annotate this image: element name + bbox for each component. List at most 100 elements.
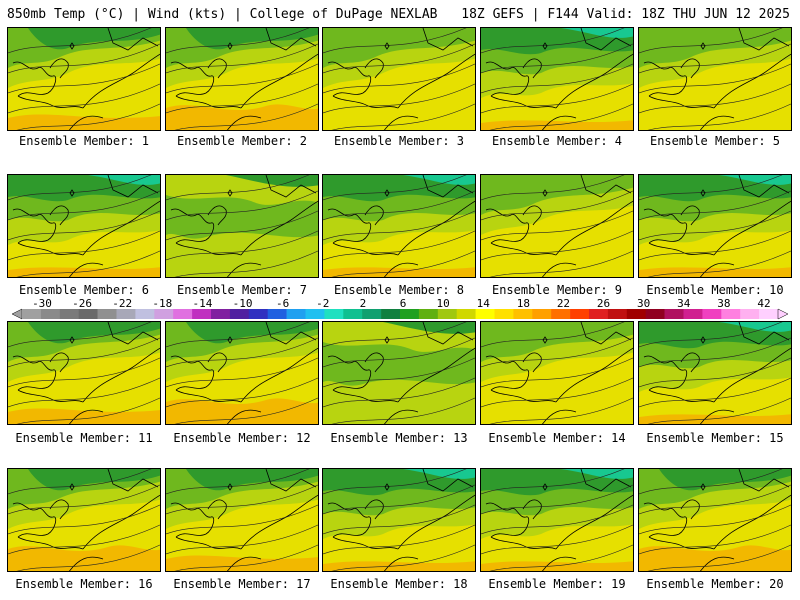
ensemble-member-label: Ensemble Member: 6 — [18, 283, 150, 297]
ensemble-member-map — [165, 27, 319, 131]
colorbar-swatch — [97, 309, 117, 319]
wind-contour — [8, 524, 160, 555]
coastline-outline — [364, 205, 384, 226]
coastline-outline — [580, 469, 632, 492]
temperature-field — [639, 175, 791, 277]
coastline-outline — [700, 556, 735, 571]
colorbar-tick-label: 26 — [596, 297, 611, 310]
coastline-outline — [364, 499, 384, 520]
coastline-outline — [738, 469, 790, 492]
wind-contour — [489, 397, 633, 424]
coastline-outline — [69, 409, 104, 424]
station-marker-icon — [542, 336, 548, 344]
wind-contour — [647, 250, 791, 277]
ensemble-member-map — [7, 321, 161, 425]
ensemble-member-map — [7, 468, 161, 572]
temperature-fill-region — [561, 469, 633, 479]
temperature-field — [323, 322, 475, 424]
coastline-outline — [227, 115, 262, 130]
coastline-outline — [700, 262, 735, 277]
temperature-field — [481, 175, 633, 277]
coastline-outline — [12, 208, 57, 244]
ensemble-member-label: Ensemble Member: 7 — [176, 283, 308, 297]
wind-contour — [639, 469, 783, 495]
colorbar-swatch — [267, 309, 287, 319]
coastline-outline — [555, 347, 633, 403]
wind-contour — [481, 484, 633, 515]
ensemble-member-label: Ensemble Member: 19 — [488, 577, 626, 591]
ensemble-member-map — [322, 321, 476, 425]
temperature-field — [323, 28, 475, 130]
wind-contour — [647, 397, 791, 424]
station-marker-icon — [700, 483, 706, 491]
colorbar-swatch — [78, 309, 98, 319]
coastline-outline — [227, 556, 262, 571]
temperature-field — [166, 469, 318, 571]
coastline-outline — [240, 53, 318, 109]
colorbar-swatch — [589, 309, 609, 319]
coastline-outline — [49, 58, 69, 79]
colorbar-tick-label: 2 — [359, 297, 367, 310]
ensemble-member-map — [322, 27, 476, 131]
wind-contour — [481, 230, 633, 261]
coastline-outline — [364, 352, 384, 373]
coastline-outline — [207, 499, 227, 520]
wind-contour — [8, 190, 160, 221]
coastline-outline — [49, 205, 69, 226]
temperature-field — [323, 175, 475, 277]
wind-contour — [489, 103, 633, 130]
wind-contour — [8, 28, 152, 54]
wind-contour — [489, 544, 633, 571]
coastline-outline — [485, 61, 530, 97]
coastline-outline — [522, 352, 542, 373]
ensemble-member-map — [7, 174, 161, 278]
temperature-field — [481, 469, 633, 571]
coastline-outline — [580, 322, 632, 345]
wind-contour — [16, 250, 160, 277]
coastline-outline — [643, 355, 688, 391]
coastline-outline — [327, 208, 372, 244]
coastline-outline — [240, 494, 318, 550]
wind-contour — [8, 230, 160, 261]
coastline-outline — [384, 409, 419, 424]
header-title: 850mb Temp (°C) | Wind (kts) | College o… — [7, 7, 438, 22]
colorbar-swatch — [664, 309, 684, 319]
wind-contour — [323, 28, 467, 54]
temperature-fill-region — [166, 195, 318, 239]
colorbar-tick-label: 10 — [436, 297, 450, 310]
coastline-outline — [738, 28, 790, 51]
coastline-outline — [680, 499, 700, 520]
coastline-outline — [397, 494, 475, 550]
wind-contour — [639, 43, 791, 74]
colorbar-swatch — [135, 309, 155, 319]
colorbar-tick-label: 6 — [399, 297, 407, 310]
wind-contour — [166, 504, 318, 535]
wind-contour — [639, 175, 783, 201]
wind-contour — [639, 377, 791, 408]
wind-contour — [639, 524, 791, 555]
coastline-outline — [397, 347, 475, 403]
coastline-outline — [422, 322, 474, 345]
colorbar-swatch — [286, 309, 306, 319]
wind-contour — [323, 337, 475, 368]
wind-contour — [481, 469, 625, 495]
coastline-outline — [327, 61, 372, 97]
wind-contour — [639, 504, 791, 535]
coastline-outline — [643, 502, 688, 538]
colorbar-tick-label: -6 — [276, 297, 290, 310]
coastline-outline — [69, 556, 104, 571]
colorbar-swatch — [362, 309, 382, 319]
wind-contour — [323, 83, 475, 114]
ensemble-member-label: Ensemble Member: 3 — [333, 134, 465, 148]
wind-contour — [331, 250, 475, 277]
temperature-field — [8, 175, 160, 277]
station-marker-icon — [542, 42, 548, 50]
ensemble-member-label: Ensemble Member: 2 — [176, 134, 308, 148]
temperature-fill-region — [166, 555, 318, 571]
coastline-outline — [265, 28, 317, 51]
coastline-outline — [680, 352, 700, 373]
coastline-outline — [542, 409, 577, 424]
coastline-outline — [555, 53, 633, 109]
coastline-outline — [700, 115, 735, 130]
ensemble-member-label: Ensemble Member: 15 — [646, 431, 784, 445]
